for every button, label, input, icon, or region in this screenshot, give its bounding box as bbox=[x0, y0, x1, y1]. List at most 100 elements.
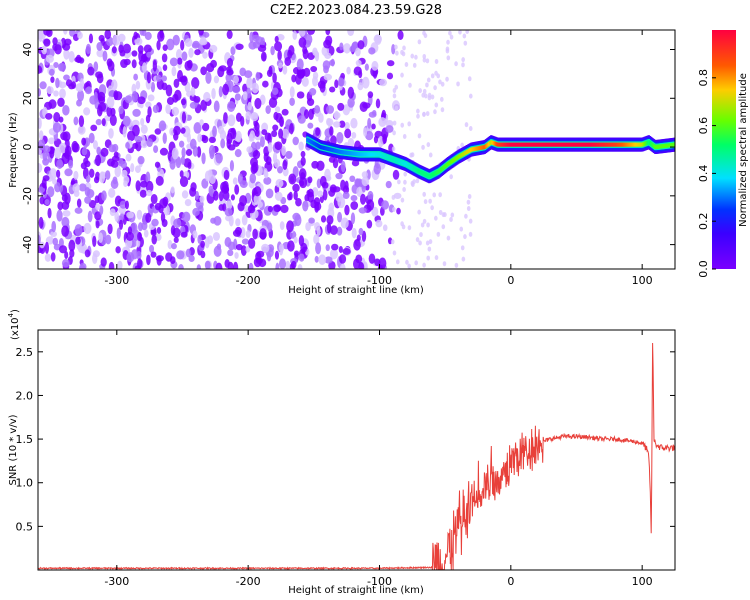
spectrogram-noise-blob bbox=[93, 61, 99, 72]
spectrogram-noise-blob bbox=[137, 222, 143, 232]
spectrogram-noise-blob bbox=[235, 243, 243, 251]
spectrogram-noise-blob bbox=[271, 130, 278, 138]
spectrogram-noise-blob bbox=[432, 192, 437, 198]
colorbar-tick-label: 0.2 bbox=[697, 212, 710, 230]
spectrogram-noise-blob bbox=[254, 97, 262, 110]
spectrogram-noise-blob bbox=[300, 172, 306, 179]
spectrogram-noise-blob bbox=[287, 49, 293, 59]
spectrogram-noise-blob bbox=[83, 107, 91, 116]
spectrogram-noise-blob bbox=[362, 102, 371, 109]
spectrogram-noise-blob bbox=[434, 102, 439, 108]
spectrogram-noise-blob bbox=[250, 163, 258, 175]
spectrogram-noise-blob bbox=[143, 229, 149, 238]
spectrogram-noise-blob bbox=[62, 43, 71, 51]
spectrogram-noise-blob bbox=[235, 43, 244, 50]
spectrogram-noise-blob bbox=[158, 204, 164, 214]
spectrogram-noise-blob bbox=[322, 60, 331, 70]
spectrogram-noise-blob bbox=[293, 190, 298, 201]
spectrogram-noise-blob bbox=[307, 176, 313, 184]
spectrogram-noise-blob bbox=[300, 150, 306, 158]
spectrogram-noise-blob bbox=[180, 75, 188, 86]
spectrogram-noise-blob bbox=[52, 237, 59, 246]
spectrogram-noise-blob bbox=[307, 191, 315, 203]
spectrogram-noise-blob bbox=[80, 162, 87, 170]
spectrogram-noise-blob bbox=[63, 48, 70, 60]
spectrogram-noise-blob bbox=[275, 262, 280, 269]
spectrogram-noise-blob bbox=[358, 207, 367, 214]
spectrogram-noise-blob bbox=[134, 265, 141, 269]
spectrogram-noise-blob bbox=[226, 69, 234, 76]
spectrogram-noise-blob bbox=[108, 128, 114, 139]
x-tick-label: -200 bbox=[236, 274, 261, 287]
spectrogram-noise-blob bbox=[171, 147, 179, 160]
spectrogram-noise-blob bbox=[213, 75, 220, 84]
spectrogram-noise-blob bbox=[400, 72, 404, 78]
spectrogram-noise-blob bbox=[248, 237, 256, 249]
spectrogram-noise-blob bbox=[274, 250, 280, 260]
spectrogram-x-ticks: -300 -200 -100 0 100 bbox=[104, 30, 653, 287]
spectrogram-noise-blob bbox=[205, 71, 212, 84]
spectrogram-noise-blob bbox=[378, 135, 384, 148]
spectrogram-noise-blob bbox=[95, 203, 101, 211]
spectrogram-noise-blob bbox=[325, 244, 330, 252]
spectrogram-noise-blob bbox=[185, 148, 193, 156]
x-tick-label: -100 bbox=[367, 575, 392, 588]
spectrogram-noise-blob bbox=[222, 203, 227, 212]
spectrogram-noise-blob bbox=[448, 30, 452, 36]
spectrogram-noise-blob bbox=[336, 226, 343, 236]
spectrogram-noise-blob bbox=[180, 127, 186, 134]
spectrogram-noise-blob bbox=[155, 175, 164, 186]
spectrogram-noise-blob bbox=[259, 136, 265, 148]
spectrogram-noise-blob bbox=[230, 194, 235, 201]
spectrogram-noise-blob bbox=[204, 170, 211, 182]
spectrogram-noise-blob bbox=[270, 45, 275, 56]
spectrogram-noise-blob bbox=[88, 168, 95, 178]
spectrogram-noise-blob bbox=[259, 228, 267, 240]
spectrogram-noise-blob bbox=[414, 54, 418, 60]
spectrogram-noise-blob bbox=[68, 159, 74, 169]
spectrogram-noise-blob bbox=[318, 112, 324, 123]
spectrogram-noise-blob bbox=[146, 71, 152, 84]
spectrogram-noise-blob bbox=[68, 50, 75, 63]
spectrogram-noise-blob bbox=[150, 81, 156, 93]
spectrogram-noise-blob bbox=[277, 50, 282, 61]
spectrogram-noise-blob bbox=[192, 230, 198, 239]
spectrogram-noise-blob bbox=[373, 135, 379, 144]
spectrogram-noise-blob bbox=[266, 69, 273, 77]
spectrogram-noise-blob bbox=[373, 34, 382, 44]
spectrogram-noise-blob bbox=[358, 227, 364, 236]
spectrogram-noise-blob bbox=[162, 132, 167, 144]
spectrogram-noise-blob bbox=[235, 218, 241, 227]
spectrogram-noise-blob bbox=[438, 209, 443, 215]
spectrogram-noise-blob bbox=[361, 176, 370, 187]
spectrogram-noise-blob bbox=[125, 153, 132, 162]
spectrogram-noise-blob bbox=[367, 190, 374, 201]
spectrogram-noise-blob bbox=[59, 63, 64, 71]
spectrogram-noise-blob bbox=[358, 70, 363, 79]
spectrogram-noise-blob bbox=[351, 227, 357, 239]
spectrogram-noise-blob bbox=[467, 76, 472, 82]
spectrogram-noise-blob bbox=[274, 41, 283, 52]
spectrogram-noise-blob bbox=[292, 30, 298, 41]
spectrogram-noise-blob bbox=[267, 132, 272, 145]
spectrogram-noise-blob bbox=[392, 250, 397, 256]
spectrogram-noise-blob bbox=[326, 105, 335, 114]
spectrogram-noise-blob bbox=[45, 112, 53, 120]
spectrogram-noise-blob bbox=[342, 104, 351, 116]
spectrogram-noise-blob bbox=[50, 231, 58, 238]
spectrogram-noise-blob bbox=[85, 175, 91, 183]
spectrogram-noise-blob bbox=[342, 248, 351, 255]
spectrogram-noise-blob bbox=[314, 221, 321, 231]
spectrogram-noise-blob bbox=[334, 110, 339, 121]
spectrogram-noise-blob bbox=[325, 30, 331, 36]
spectrogram-noise-blob bbox=[344, 204, 350, 216]
spectrogram-noise-blob bbox=[201, 31, 210, 38]
spectrogram-noise-blob bbox=[180, 231, 188, 238]
spectrogram-noise-blob bbox=[417, 133, 422, 139]
spectrogram-noise-blob bbox=[423, 199, 428, 205]
spectrogram-noise-blob bbox=[430, 73, 435, 79]
svg-text:(x104): (x104) bbox=[7, 309, 21, 340]
spectrogram-noise-blob bbox=[88, 33, 94, 44]
spectrogram-noise-blob bbox=[58, 245, 68, 254]
spectrogram-noise-blob bbox=[232, 261, 239, 269]
